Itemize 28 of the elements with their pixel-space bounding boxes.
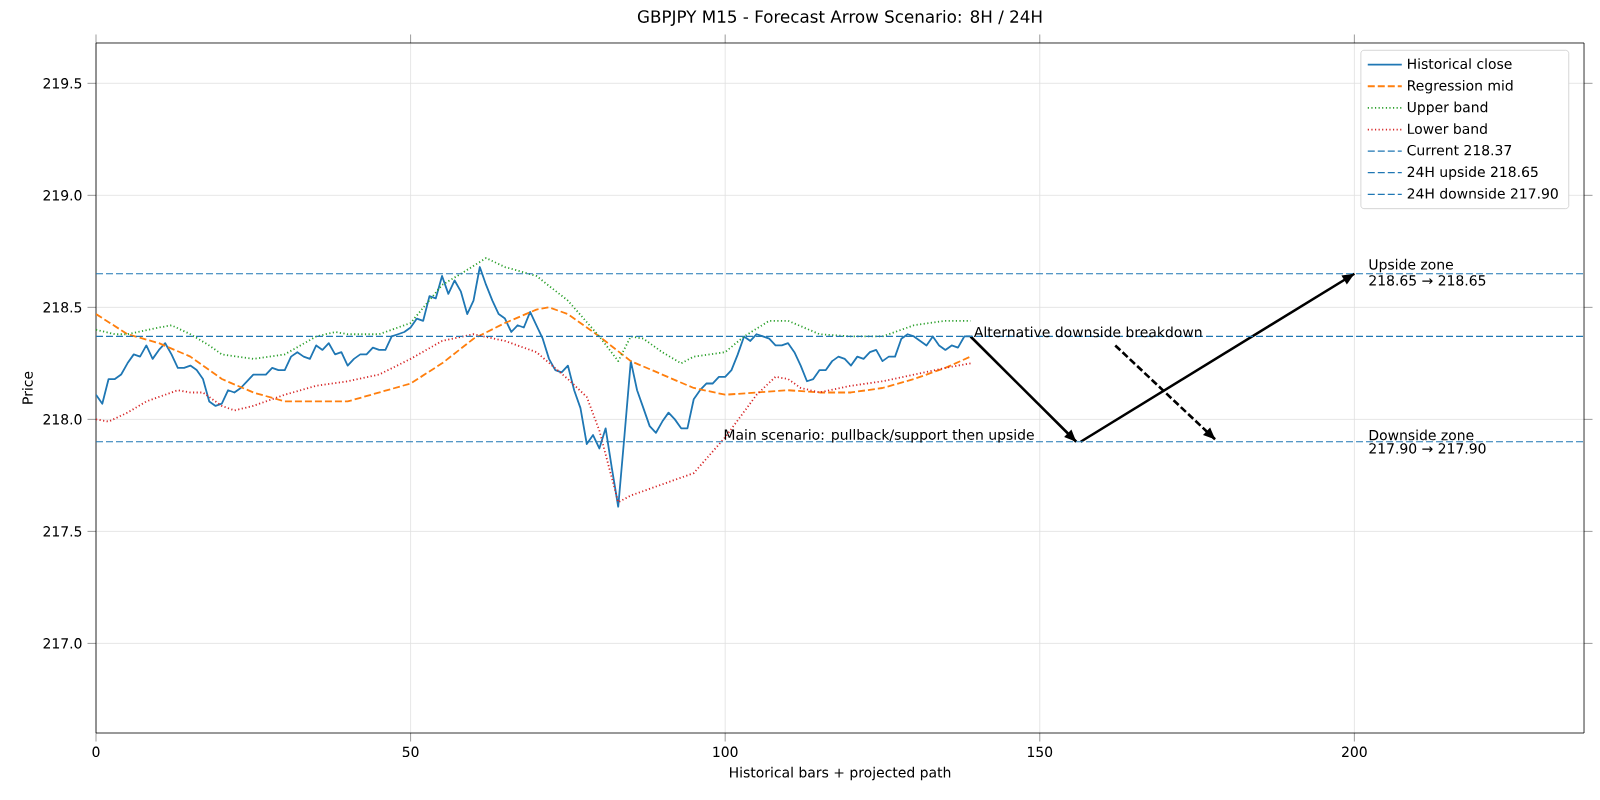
annotation: Upside zone xyxy=(1369,258,1453,273)
y-tick-label: 217.0 xyxy=(43,638,82,649)
y-tick-label: 218.0 xyxy=(43,414,82,425)
x-axis-title: Historical bars + projected path xyxy=(730,766,951,781)
y-tick-label: 219.5 xyxy=(43,78,82,89)
y-tick-label: 217.5 xyxy=(43,526,82,537)
x-tick-label: 200 xyxy=(1342,746,1367,758)
annotation: Main scenario: pullback/support then upside xyxy=(724,429,1034,443)
legend-label: Lower band xyxy=(1408,123,1487,135)
legend-label: 24H downside 217.90 xyxy=(1407,187,1558,199)
y-tick-label: 218.5 xyxy=(43,302,82,313)
y-axis-title: Price xyxy=(22,371,33,404)
y-tick-label: 219.0 xyxy=(43,190,82,201)
annotation: 218.65 → 218.65 xyxy=(1369,275,1486,286)
annotation: Alternative downside breakdown xyxy=(973,326,1202,338)
x-tick-label: 150 xyxy=(1027,746,1053,758)
legend-label: Regression mid xyxy=(1408,79,1513,94)
x-tick-label: 50 xyxy=(402,746,419,758)
legend-label: Current 218.37 xyxy=(1407,144,1512,156)
x-tick-label: 100 xyxy=(713,746,738,758)
legend-label: Upper band xyxy=(1407,101,1488,116)
annotation: 217.90 → 217.90 xyxy=(1369,443,1486,454)
line-series xyxy=(96,257,972,365)
chart-title: GBPJPY M15 - Forecast Arrow Scenario: 8H / 24H xyxy=(637,9,1042,26)
legend-label: Historical close xyxy=(1408,58,1512,70)
legend-label: 24H upside 218.65 xyxy=(1407,166,1538,180)
x-tick-label: 0 xyxy=(92,746,100,758)
annotation: Downside zone xyxy=(1369,429,1474,441)
